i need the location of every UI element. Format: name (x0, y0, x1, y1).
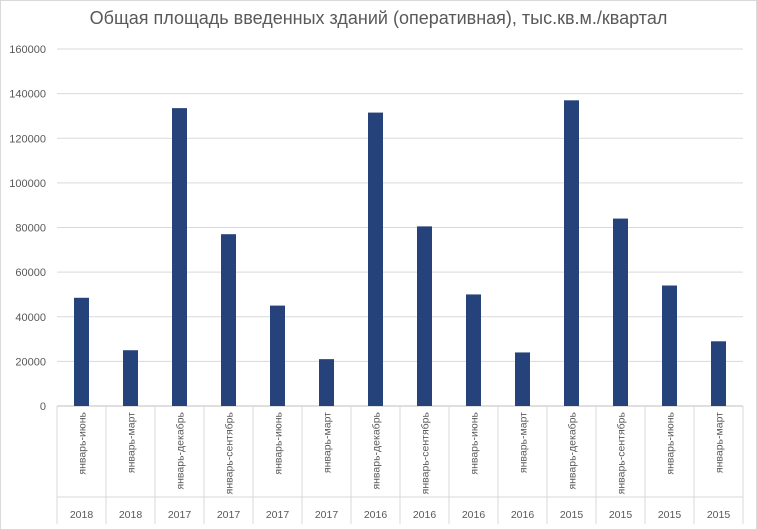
bar (172, 108, 187, 407)
x-group-label: 2015 (707, 509, 731, 521)
x-group-label: 2016 (511, 509, 535, 521)
y-tick-label: 40000 (15, 312, 46, 324)
y-tick-label: 120000 (9, 133, 46, 145)
x-group-label: 2017 (217, 509, 241, 521)
x-tick-label: январь-март (518, 412, 530, 473)
bar (74, 297, 89, 406)
x-tick-label: январь-июнь (469, 411, 481, 474)
x-group-label: 2018 (119, 509, 143, 521)
bar (564, 100, 579, 406)
x-group-label: 2016 (462, 509, 486, 521)
y-tick-label: 80000 (15, 223, 46, 235)
x-group-label: 2016 (413, 509, 437, 521)
x-tick-label: январь-декабрь (371, 411, 383, 489)
bar (466, 294, 481, 406)
x-group-label: 2018 (70, 509, 94, 521)
x-group-label: 2015 (560, 509, 584, 521)
x-group-label: 2015 (658, 509, 682, 521)
chart-title: Общая площадь введенных зданий (оператив… (89, 8, 668, 28)
x-tick-label: январь-март (322, 412, 334, 473)
bar (319, 359, 334, 406)
x-tick-label: январь-сентябрь (616, 411, 628, 494)
bar (221, 234, 236, 406)
x-tick-label: январь-июнь (273, 411, 285, 474)
x-tick-label: январь-сентябрь (224, 411, 236, 494)
x-group-label: 2017 (266, 509, 290, 521)
bar (123, 350, 138, 406)
bar (711, 341, 726, 406)
x-tick-label: январь-декабрь (567, 411, 579, 489)
bar (417, 226, 432, 406)
bar (270, 305, 285, 406)
x-group-label: 2016 (364, 509, 388, 521)
y-tick-label: 20000 (15, 356, 46, 368)
x-tick-label: январь-сентябрь (420, 411, 432, 494)
x-tick-label: январь-март (714, 412, 726, 473)
x-group-label: 2017 (168, 509, 192, 521)
y-tick-label: 0 (40, 401, 46, 413)
x-group-label: 2015 (609, 509, 633, 521)
bar (662, 285, 677, 406)
y-tick-label: 140000 (9, 89, 46, 101)
y-tick-label: 100000 (9, 178, 46, 190)
bar (515, 352, 530, 406)
x-tick-label: январь-июнь (665, 411, 677, 474)
x-tick-label: январь-декабрь (175, 411, 187, 489)
x-group-label: 2017 (315, 509, 339, 521)
x-tick-label: январь-март (126, 412, 138, 473)
bar (368, 112, 383, 406)
x-tick-label: январь-июнь (77, 411, 89, 474)
y-tick-label: 60000 (15, 267, 46, 279)
bar (613, 218, 628, 406)
y-tick-label: 160000 (9, 44, 46, 56)
